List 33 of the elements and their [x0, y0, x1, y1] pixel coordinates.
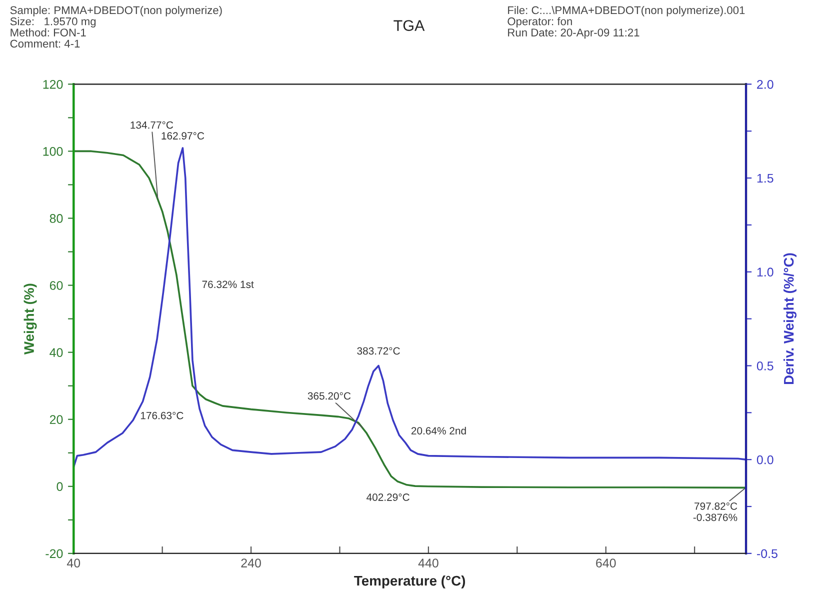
annotation: 20.64% 2nd	[411, 426, 466, 434]
annotation: 134.77°C	[130, 121, 174, 129]
y-tick-label: 0	[56, 482, 63, 492]
chart-title: TGA	[394, 20, 425, 31]
y-tick-label: 40	[50, 348, 63, 357]
annotation: 365.20°C	[308, 392, 351, 400]
y2-tick-label: -0.5	[756, 549, 778, 558]
y-tick-label: 100	[43, 147, 63, 156]
x-axis-title: Temperature (°C)	[354, 575, 466, 588]
y-axis-title: Weight (%)	[24, 284, 37, 355]
annotation: 162.97°C	[162, 132, 204, 140]
y2-axis-title: Deriv. Weight (%/°C)	[784, 253, 797, 384]
y2-tick-label: 1.5	[757, 174, 774, 183]
x-tick-label: 40	[66, 558, 80, 568]
y-tick-label: 80	[50, 214, 63, 223]
annotation: 176.63°C	[140, 412, 184, 420]
y2-tick-label: 0.5	[756, 362, 774, 370]
y2-tick-label: 1.0	[757, 268, 774, 277]
annotation: 76.32% 1st	[202, 280, 254, 288]
annotation: 383.72°C	[357, 347, 400, 355]
y-tick-label: 60	[50, 281, 63, 290]
y2-tick-label: 2.0	[757, 80, 774, 89]
x-tick-label: 240	[241, 558, 261, 568]
y-tick-label: 20	[50, 415, 63, 424]
annotation: 797.82°C -0.3876%	[693, 502, 738, 522]
annotation: 402.29°C	[366, 494, 410, 501]
x-tick-label: 440	[418, 558, 438, 568]
y-tick-label: -20	[46, 549, 63, 558]
text: Sample: PMMA+DBEDOT(non polymerize) Size: 1.9570 mg Method: FON-1 Comment: 4-1	[10, 6, 222, 48]
x-tick-label: 640	[596, 558, 616, 568]
y2-tick-label: 0.0	[756, 455, 774, 464]
y-tick-label: 120	[43, 80, 63, 89]
text: File: C:...\PMMA+DBEDOT(non polymerize).001 Operator: fon Run Date: 20-Apr-09 11:21	[508, 6, 745, 39]
